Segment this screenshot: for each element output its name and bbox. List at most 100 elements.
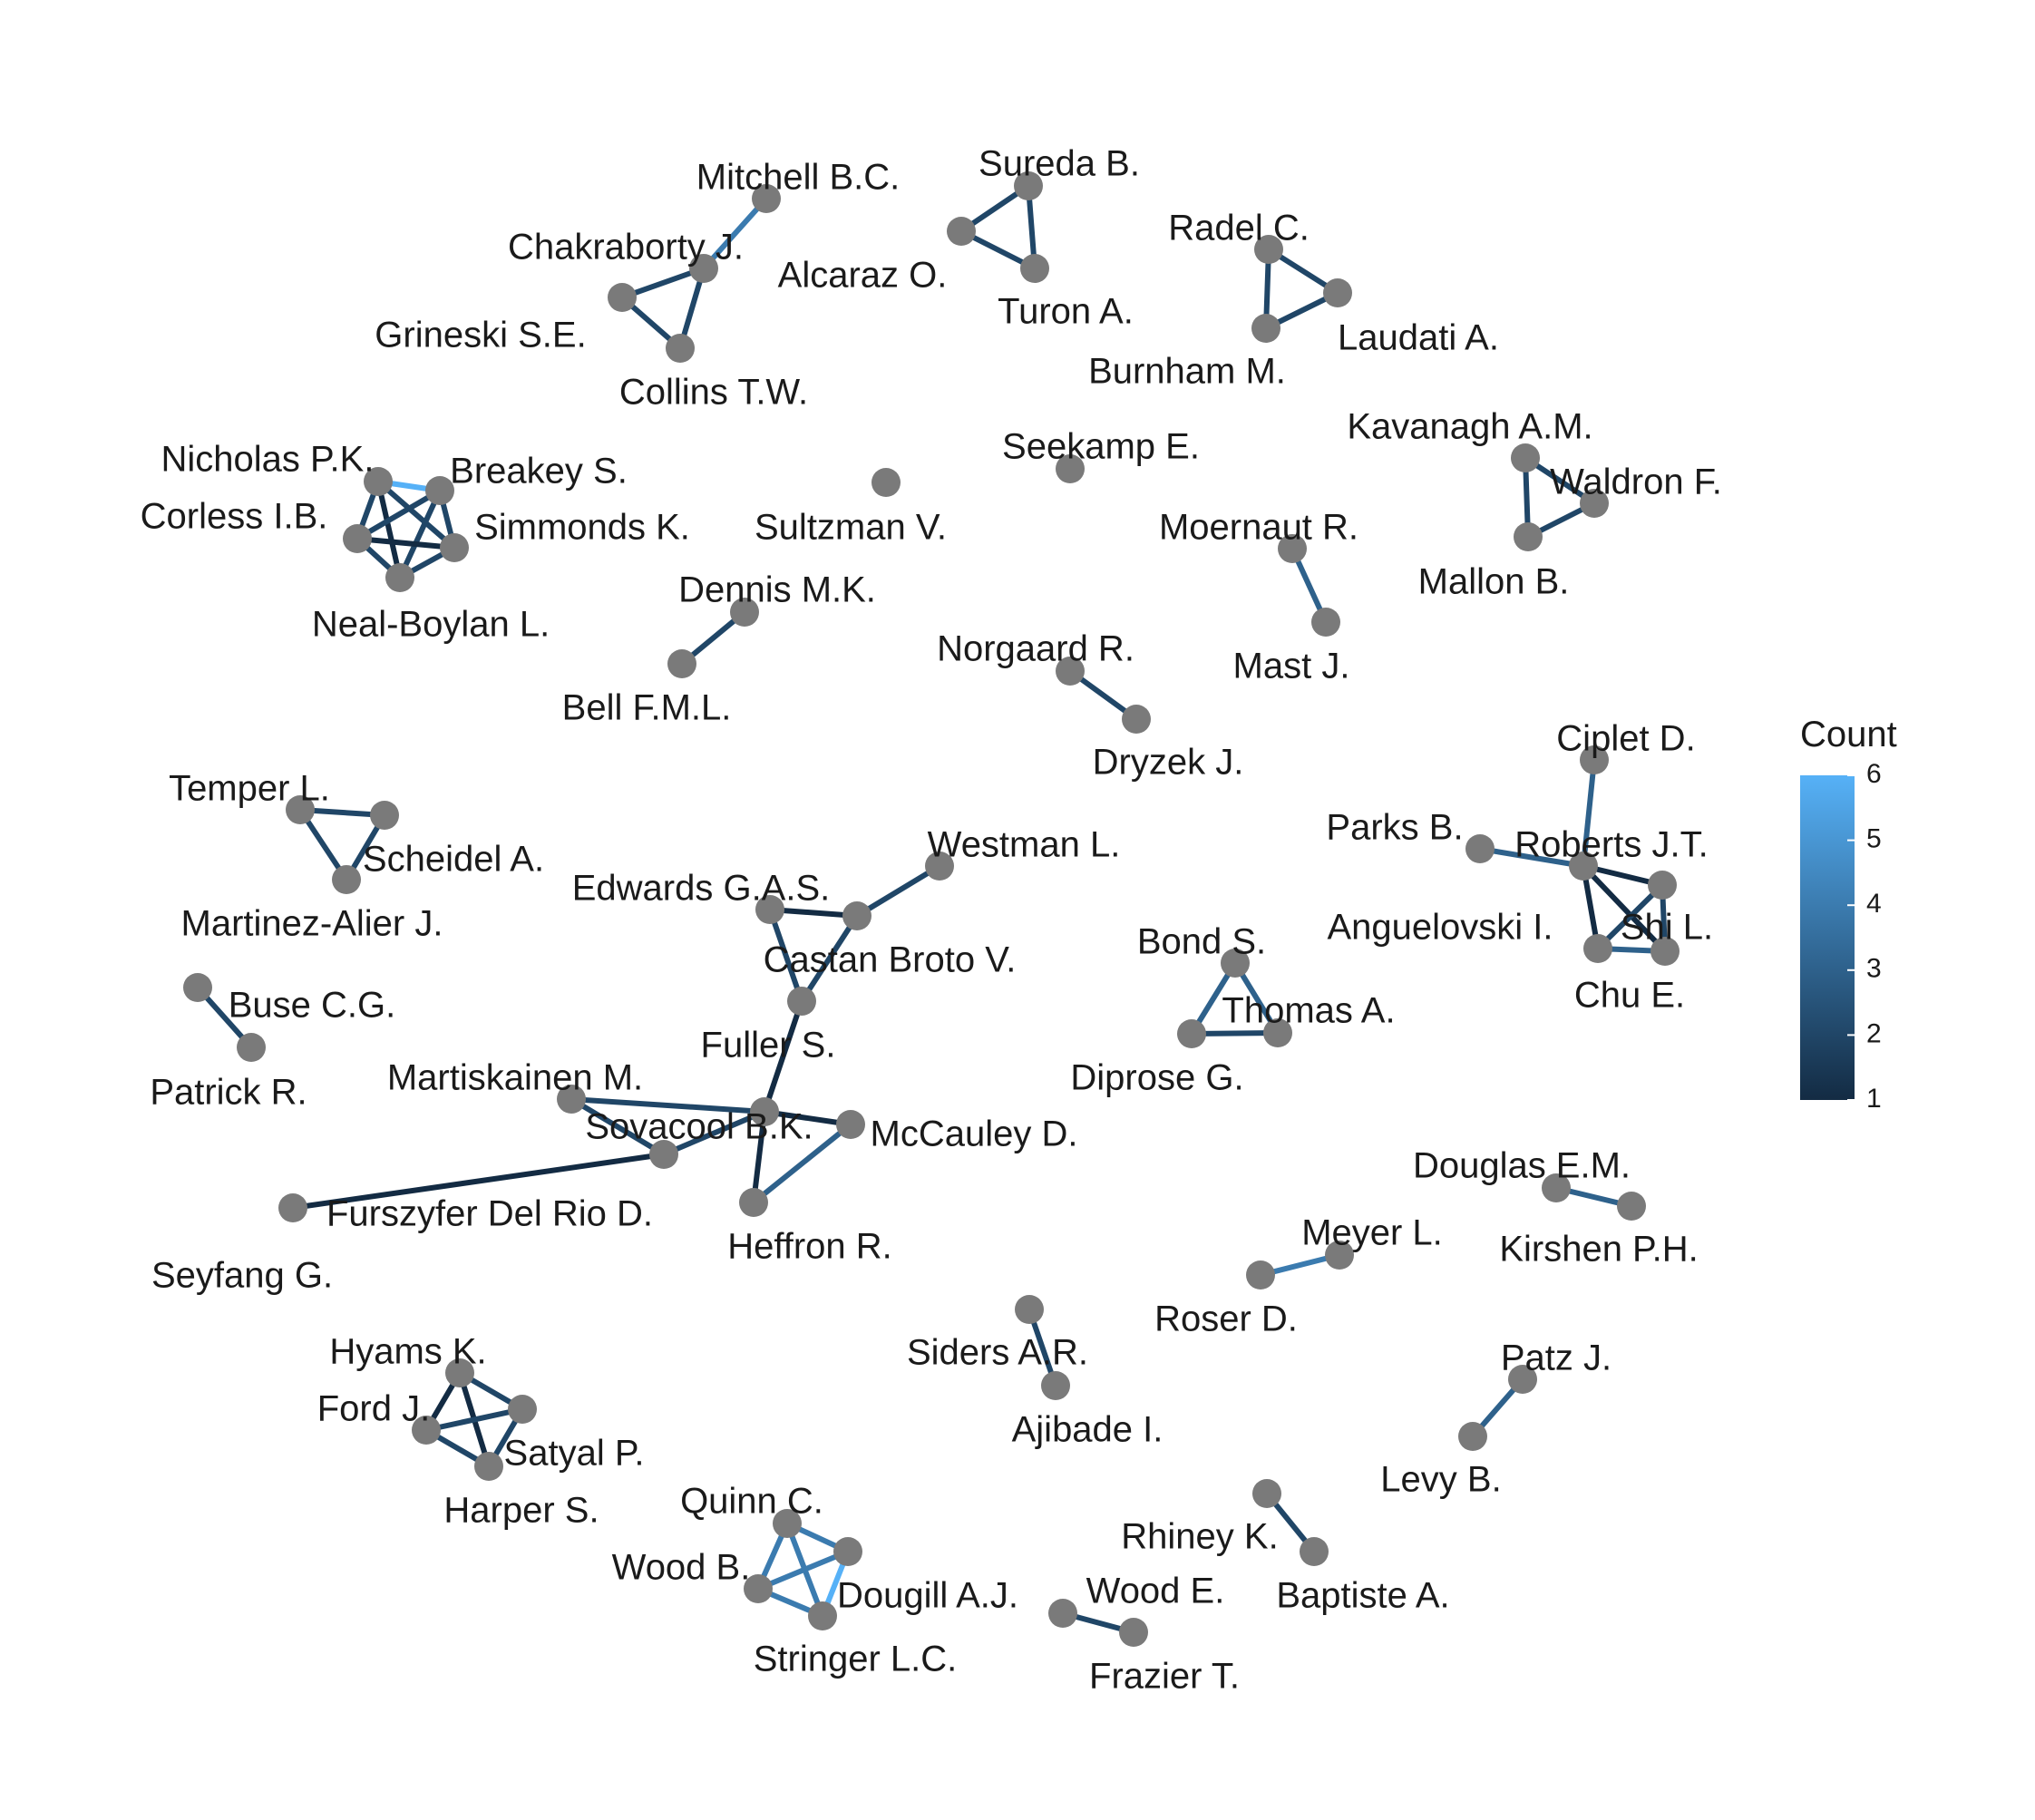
node-roser-d — [1246, 1260, 1275, 1290]
node-turon-a — [1020, 254, 1049, 283]
node-douglas-e-m — [1542, 1173, 1571, 1202]
node-label-bond-s: Bond S. — [1137, 922, 1266, 962]
node-label-dougill-a-j: Dougill A.J. — [837, 1576, 1018, 1616]
node-stringer-l-c — [808, 1601, 837, 1630]
node-sovacool-b-k — [750, 1097, 779, 1126]
node-label-alcaraz-o: Alcaraz O. — [778, 256, 948, 296]
node-label-chu-e: Chu E. — [1574, 976, 1685, 1016]
legend-tick-label: 3 — [1866, 954, 1882, 984]
edge-roberts-j-t-chu-e — [1581, 863, 1668, 954]
node-alcaraz-o — [947, 217, 976, 246]
node-label-laudati-a: Laudati A. — [1338, 318, 1499, 358]
node-scheidel-a — [370, 801, 399, 830]
count-legend: Count 6 5 4 3 2 1 — [1800, 715, 1897, 1114]
node-label-scheidel-a: Scheidel A. — [363, 840, 544, 880]
node-mitchell-b-c — [752, 184, 781, 213]
node-harper-s — [474, 1452, 503, 1481]
edge-anguelovski-i-shi-l — [1595, 882, 1665, 951]
node-fuller-s — [787, 987, 816, 1016]
node-label-seyfang-g: Seyfang G. — [151, 1256, 333, 1296]
node-kirshen-p-h — [1617, 1192, 1646, 1221]
node-label-baptiste-a: Baptiste A. — [1276, 1576, 1449, 1616]
node-parks-b — [1465, 834, 1495, 863]
edge-ciplet-d-roberts-j-t — [1581, 757, 1597, 869]
edge-sovacool-b-k-furszyfer-del-rio-d — [661, 1109, 767, 1157]
node-label-turon-a: Turon A. — [998, 292, 1134, 332]
node-neal-boylan-l — [385, 563, 414, 592]
node-label-mast-j: Mast J. — [1233, 647, 1350, 686]
node-label-kirshen-p-h: Kirshen P.H. — [1499, 1230, 1698, 1270]
node-label-roser-d: Roser D. — [1154, 1299, 1298, 1339]
node-label-corless-i-b: Corless I.B. — [141, 497, 328, 537]
node-kavanagh-a-m — [1511, 443, 1540, 472]
node-label-dryzek-j: Dryzek J. — [1093, 743, 1244, 783]
node-corless-i-b — [343, 524, 372, 553]
node-label-mccauley-d: McCauley D. — [871, 1114, 1078, 1154]
node-label-kavanagh-a-m: Kavanagh A.M. — [1347, 407, 1592, 447]
node-layer — [183, 171, 1680, 1647]
node-label-nicholas-p-k: Nicholas P.K. — [161, 440, 375, 480]
node-burnham-m — [1251, 314, 1280, 343]
node-meyer-l — [1325, 1241, 1354, 1270]
node-dryzek-j — [1122, 705, 1151, 734]
label-layer: Mitchell B.C. Chakraborty J. Grineski S.E.… — [141, 144, 1722, 1697]
node-label-parks-b: Parks B. — [1326, 808, 1463, 848]
node-heffron-r — [739, 1188, 768, 1217]
edge-parks-b-roberts-j-t — [1477, 846, 1586, 869]
edge-edwards-g-a-s-fuller-s — [767, 907, 804, 1004]
node-label-norgaard-r: Norgaard R. — [937, 629, 1134, 669]
edge-breakey-s-corless-i-b — [355, 488, 443, 541]
node-ciplet-d — [1580, 745, 1609, 774]
legend-tick-label: 4 — [1866, 889, 1882, 919]
node-label-meyer-l: Meyer L. — [1301, 1213, 1443, 1253]
node-breakey-s — [425, 476, 454, 505]
edge-sovacool-b-k-mccauley-d — [762, 1109, 853, 1127]
node-label-patrick-r: Patrick R. — [150, 1073, 307, 1113]
legend-tick-label: 5 — [1866, 824, 1882, 854]
edge-sovacool-b-k-heffron-r — [751, 1109, 767, 1205]
node-siders-a-r — [1015, 1295, 1044, 1324]
legend-colorbar — [1800, 775, 1855, 1100]
node-norgaard-r — [1056, 657, 1085, 686]
node-dennis-m-k — [730, 598, 759, 627]
node-temper-l — [286, 795, 315, 824]
node-waldron-f — [1580, 489, 1609, 518]
node-label-grineski-s-e: Grineski S.E. — [375, 316, 586, 355]
node-label-ciplet-d: Ciplet D. — [1556, 719, 1695, 759]
node-dougill-a-j — [833, 1537, 862, 1566]
node-label-hyams-k: Hyams K. — [329, 1332, 486, 1372]
node-label-douglas-e-m: Douglas E.M. — [1413, 1146, 1631, 1186]
edge-westman-l-castan-broto-v — [854, 863, 942, 919]
node-seekamp-e — [1056, 454, 1085, 483]
node-label-sureda-b: Sureda B. — [979, 144, 1140, 184]
node-label-furszyfer-del-rio-d: Furszyfer Del Rio D. — [326, 1194, 653, 1234]
node-label-anguelovski-i: Anguelovski I. — [1327, 908, 1553, 948]
node-hyams-k — [445, 1358, 474, 1387]
edge-mitchell-b-c-chakraborty-j — [701, 196, 769, 271]
node-label-satyal-p: Satyal P. — [504, 1434, 645, 1474]
node-sultzman-v — [871, 468, 901, 497]
node-bell-f-m-l — [667, 649, 696, 678]
node-grineski-s-e — [608, 283, 637, 312]
node-mallon-b — [1514, 522, 1543, 551]
node-nicholas-p-k — [364, 467, 393, 496]
edge-breakey-s-neal-boylan-l — [397, 488, 443, 580]
node-furszyfer-del-rio-d — [649, 1140, 678, 1169]
node-label-harper-s: Harper S. — [443, 1491, 599, 1531]
edge-nicholas-p-k-simmonds-k — [375, 479, 457, 550]
node-label-burnham-m: Burnham M. — [1088, 352, 1286, 392]
node-frazier-t — [1119, 1618, 1148, 1647]
edge-martiskainen-m-furszyfer-del-rio-d — [569, 1096, 667, 1157]
node-diprose-g — [1177, 1019, 1206, 1048]
node-moernaut-r — [1278, 534, 1307, 563]
node-label-wood-b: Wood B. — [612, 1548, 751, 1588]
edge-wood-b-dougill-a-j — [755, 1549, 851, 1591]
node-label-neal-boylan-l: Neal-Boylan L. — [312, 605, 550, 645]
node-label-castan-broto-v: Castan Broto V. — [764, 940, 1017, 980]
node-chu-e — [1650, 937, 1680, 966]
node-label-thomas-a: Thomas A. — [1222, 991, 1395, 1031]
node-buse-c-g — [183, 973, 212, 1002]
edge-ford-j-satyal-p — [424, 1406, 525, 1433]
node-label-breakey-s: Breakey S. — [450, 452, 628, 491]
